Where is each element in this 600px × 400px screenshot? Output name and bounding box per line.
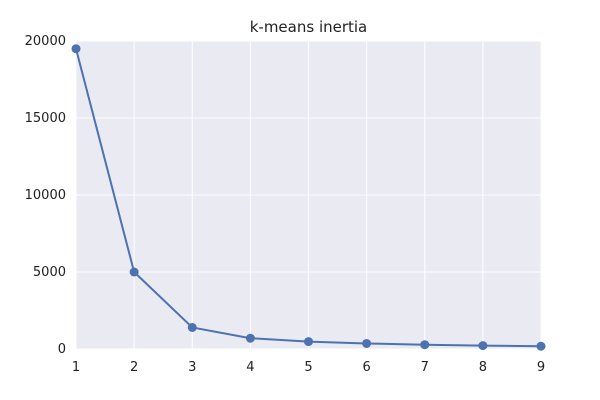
y-tick-label: 20000 <box>25 34 66 49</box>
data-point <box>362 338 372 348</box>
tick-label-layer: 1 2 3 4 5 6 7 8 9 0 5000 10000 15000 20000 <box>25 34 546 375</box>
data-point <box>129 267 139 277</box>
data-point <box>478 341 488 351</box>
x-tick-label: 7 <box>421 360 429 375</box>
x-tick-label: 3 <box>188 360 196 375</box>
x-tick-label: 2 <box>130 360 138 375</box>
x-tick-label: 1 <box>72 360 80 375</box>
data-point <box>304 337 313 347</box>
grid-layer <box>75 40 542 350</box>
x-tick-label: 5 <box>304 360 312 375</box>
x-tick-label: 8 <box>479 360 487 375</box>
data-point <box>536 341 546 351</box>
data-point <box>420 340 430 350</box>
x-tick-label: 9 <box>537 360 545 375</box>
series-layer <box>71 44 546 351</box>
data-point <box>187 322 197 332</box>
data-point <box>245 333 255 343</box>
y-tick-label: 0 <box>58 342 66 357</box>
y-tick-label: 15000 <box>25 111 66 126</box>
x-tick-label: 4 <box>246 360 254 375</box>
data-point <box>71 44 81 54</box>
chart-title: k-means inertia <box>250 18 368 36</box>
x-tick-label: 6 <box>362 360 370 375</box>
y-tick-label: 5000 <box>33 265 66 280</box>
y-tick-label: 10000 <box>25 188 66 203</box>
